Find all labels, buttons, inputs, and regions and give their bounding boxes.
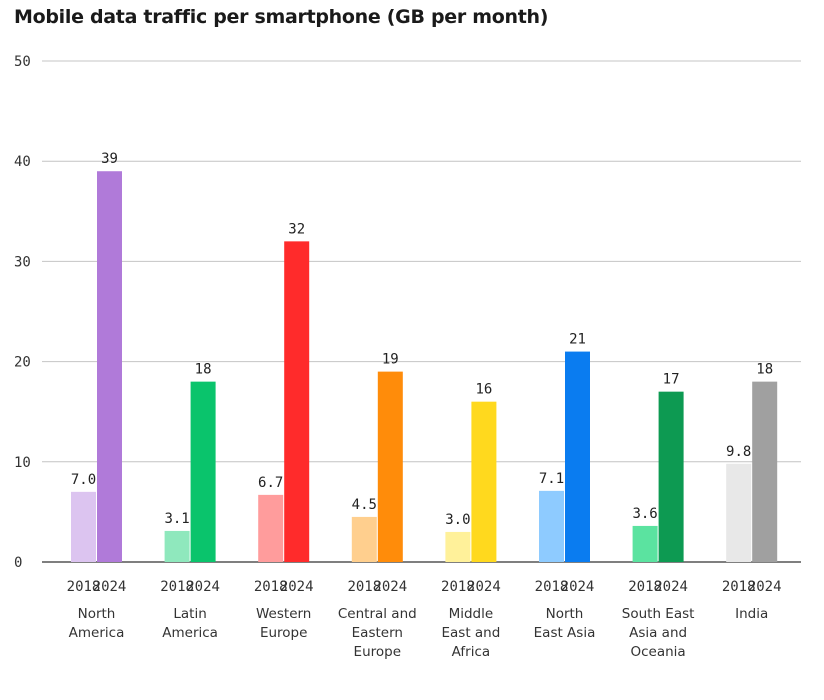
bar-2024 (658, 391, 684, 562)
value-label-2024: 21 (569, 332, 586, 348)
category-label: East and (441, 625, 500, 641)
category-label: North (546, 606, 584, 622)
category-label: America (69, 625, 125, 641)
value-label-2018: 3.6 (632, 506, 657, 522)
category-label: India (735, 606, 768, 622)
value-label-2018: 6.7 (258, 475, 283, 491)
category-label: North (78, 606, 116, 622)
bar-2018 (71, 491, 96, 562)
year-label-2018: 2018 (441, 579, 475, 595)
bar-2024 (471, 401, 497, 562)
value-label-2018: 7.0 (71, 472, 96, 488)
year-label-2018: 2018 (347, 579, 381, 595)
bar-2018 (351, 516, 377, 562)
value-label-2018: 7.1 (539, 471, 564, 487)
year-label-2018: 2018 (160, 579, 194, 595)
y-tick-label: 0 (14, 555, 22, 571)
bar-2018 (445, 531, 471, 562)
year-label-2018: 2018 (628, 579, 662, 595)
value-label-2024: 32 (288, 221, 305, 237)
y-tick-label: 40 (14, 154, 31, 170)
category-label: Latin (173, 606, 206, 622)
bars (71, 171, 778, 563)
bar-2024 (97, 171, 122, 562)
year-label-2018: 2018 (535, 579, 569, 595)
value-label-2024: 16 (475, 382, 492, 398)
bar-2018 (258, 494, 284, 562)
year-label-2024: 2024 (654, 579, 688, 595)
value-label-2018: 3.0 (445, 512, 470, 528)
x-axis-labels: 20182024NorthAmerica20182024LatinAmerica… (67, 579, 782, 660)
category-label: Middle (449, 606, 494, 622)
y-tick-label: 20 (14, 355, 31, 371)
bar-2024 (377, 371, 403, 562)
category-label: America (162, 625, 218, 641)
category-label: East Asia (534, 625, 596, 641)
category-label: Asia and (629, 625, 687, 641)
bar-2018 (539, 490, 564, 562)
y-tick-label: 10 (14, 455, 31, 471)
year-label-2018: 2018 (722, 579, 756, 595)
value-label-2024: 18 (195, 362, 212, 378)
bar-2024 (190, 381, 216, 562)
category-label: Central and (338, 606, 417, 622)
category-label: Eastern (352, 625, 403, 641)
y-tick-label: 30 (14, 254, 31, 270)
bar-2018 (726, 463, 752, 562)
bar-2024 (752, 381, 778, 562)
bar-2024 (284, 241, 310, 563)
bar-2018 (164, 530, 190, 562)
y-axis-ticks: 0 10 20 30 40 50 (14, 54, 31, 571)
value-label-2018: 3.1 (164, 511, 189, 527)
year-label-2024: 2024 (186, 579, 220, 595)
year-label-2024: 2024 (280, 579, 314, 595)
category-label: Western (256, 606, 311, 622)
value-label-2024: 17 (663, 372, 680, 388)
value-label-2018: 4.5 (352, 497, 377, 513)
category-label: Oceania (630, 644, 685, 660)
value-label-2018: 9.8 (726, 444, 751, 460)
year-label-2024: 2024 (561, 579, 595, 595)
year-label-2024: 2024 (467, 579, 501, 595)
value-labels: 7.0 39 3.1 18 6.7 32 4.5 19 3.0 16 7.1 21 3.6 17 9.8 18 (71, 151, 773, 528)
value-label-2024: 18 (756, 362, 773, 378)
year-label-2018: 2018 (67, 579, 101, 595)
bar-2018 (632, 525, 658, 562)
bar-2024 (565, 351, 590, 562)
y-tick-label: 50 (14, 54, 31, 70)
year-label-2024: 2024 (93, 579, 127, 595)
year-label-2024: 2024 (373, 579, 407, 595)
category-label: South East (622, 606, 695, 622)
category-label: Africa (452, 644, 491, 660)
grid-lines (42, 60, 801, 563)
category-label: Europe (354, 644, 401, 660)
year-label-2018: 2018 (254, 579, 288, 595)
chart-title: Mobile data traffic per smartphone (GB p… (14, 6, 549, 28)
value-label-2024: 19 (382, 352, 399, 368)
value-label-2024: 39 (101, 151, 118, 167)
year-label-2024: 2024 (748, 579, 782, 595)
category-label: Europe (260, 625, 307, 641)
